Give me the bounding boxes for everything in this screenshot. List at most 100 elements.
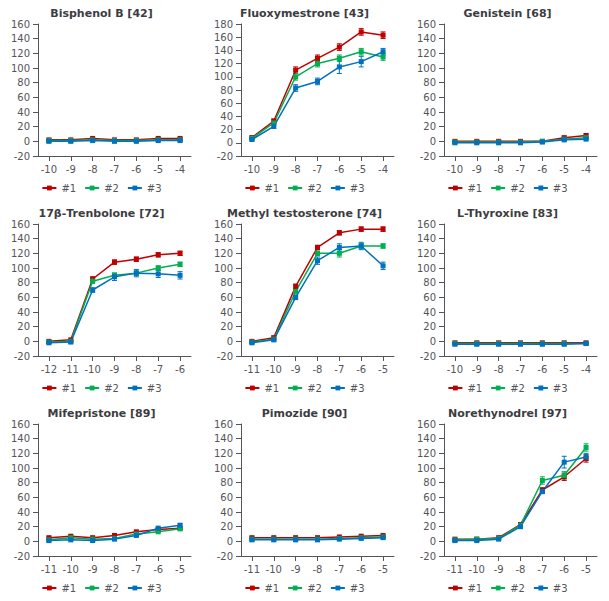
svg-text:-5: -5: [378, 364, 388, 375]
svg-text:-6: -6: [153, 564, 163, 575]
svg-text:60: 60: [423, 92, 436, 103]
svg-text:100: 100: [11, 463, 30, 474]
svg-text:#2: #2: [510, 583, 525, 594]
svg-text:-5: -5: [175, 564, 185, 575]
svg-text:120: 120: [417, 448, 436, 459]
svg-text:0: 0: [24, 336, 30, 347]
svg-text:-10: -10: [266, 364, 282, 375]
svg-text:120: 120: [417, 48, 436, 59]
svg-text:120: 120: [214, 448, 233, 459]
svg-text:20: 20: [423, 121, 436, 132]
svg-text:160: 160: [11, 419, 30, 430]
svg-text:Bisphenol B [42]: Bisphenol B [42]: [50, 7, 152, 20]
svg-text:-4: -4: [175, 164, 185, 175]
svg-text:-9: -9: [291, 364, 301, 375]
svg-text:60: 60: [17, 292, 30, 303]
svg-text:100: 100: [417, 63, 436, 74]
svg-text:160: 160: [417, 219, 436, 230]
svg-text:120: 120: [214, 248, 233, 259]
svg-text:-9: -9: [110, 364, 120, 375]
svg-text:160: 160: [214, 32, 233, 43]
svg-text:140: 140: [214, 233, 233, 244]
svg-text:#2: #2: [307, 183, 322, 194]
svg-text:-8: -8: [131, 364, 141, 375]
svg-text:-9: -9: [269, 164, 279, 175]
svg-text:100: 100: [417, 263, 436, 274]
svg-text:80: 80: [423, 77, 436, 88]
svg-text:140: 140: [417, 433, 436, 444]
svg-text:0: 0: [24, 136, 30, 147]
svg-text:0: 0: [430, 136, 436, 147]
svg-text:80: 80: [220, 477, 233, 488]
svg-text:Fluoxymestrone [43]: Fluoxymestrone [43]: [240, 7, 369, 20]
svg-text:0: 0: [227, 137, 233, 148]
svg-text:-7: -7: [537, 564, 547, 575]
svg-text:#3: #3: [147, 383, 162, 394]
svg-text:180: 180: [214, 19, 233, 30]
svg-text:-6: -6: [356, 364, 366, 375]
svg-text:120: 120: [417, 248, 436, 259]
svg-text:-8: -8: [313, 564, 323, 575]
svg-text:17β-Trenbolone [72]: 17β-Trenbolone [72]: [38, 207, 164, 220]
svg-text:-10: -10: [41, 164, 57, 175]
svg-text:-6: -6: [559, 564, 569, 575]
svg-text:100: 100: [11, 63, 30, 74]
svg-text:60: 60: [17, 92, 30, 103]
svg-text:120: 120: [11, 448, 30, 459]
svg-text:140: 140: [11, 233, 30, 244]
svg-text:100: 100: [214, 263, 233, 274]
svg-text:-6: -6: [175, 364, 185, 375]
svg-text:#1: #1: [264, 383, 279, 394]
svg-text:-9: -9: [88, 564, 98, 575]
svg-text:#3: #3: [553, 183, 568, 194]
svg-text:-10: -10: [63, 564, 79, 575]
svg-text:20: 20: [423, 521, 436, 532]
svg-text:160: 160: [214, 219, 233, 230]
svg-text:60: 60: [220, 492, 233, 503]
svg-text:0: 0: [430, 336, 436, 347]
svg-text:#1: #1: [264, 183, 279, 194]
svg-text:-8: -8: [110, 564, 120, 575]
svg-text:-9: -9: [472, 364, 482, 375]
svg-text:-7: -7: [334, 564, 344, 575]
svg-text:-6: -6: [356, 564, 366, 575]
svg-text:160: 160: [11, 19, 30, 30]
svg-text:140: 140: [417, 33, 436, 44]
svg-text:-10: -10: [447, 364, 463, 375]
svg-text:Methyl testosterone [74]: Methyl testosterone [74]: [227, 207, 382, 220]
svg-text:60: 60: [423, 292, 436, 303]
svg-text:#1: #1: [467, 383, 482, 394]
svg-text:40: 40: [17, 107, 30, 118]
svg-text:60: 60: [423, 492, 436, 503]
svg-text:#1: #1: [264, 583, 279, 594]
svg-text:-5: -5: [559, 164, 569, 175]
svg-text:-11: -11: [41, 564, 57, 575]
svg-text:Norethynodrel [97]: Norethynodrel [97]: [448, 407, 567, 420]
svg-text:#2: #2: [510, 183, 525, 194]
svg-text:-4: -4: [581, 164, 591, 175]
svg-text:100: 100: [214, 71, 233, 82]
svg-text:60: 60: [220, 98, 233, 109]
svg-text:-12: -12: [41, 364, 57, 375]
svg-text:#3: #3: [350, 383, 365, 394]
svg-text:-11: -11: [447, 564, 463, 575]
svg-text:20: 20: [423, 321, 436, 332]
svg-text:80: 80: [423, 277, 436, 288]
svg-text:100: 100: [417, 463, 436, 474]
svg-text:40: 40: [220, 111, 233, 122]
svg-text:#1: #1: [61, 183, 76, 194]
svg-text:Genistein [68]: Genistein [68]: [463, 7, 551, 20]
svg-text:-7: -7: [110, 164, 120, 175]
svg-text:-20: -20: [217, 551, 233, 562]
svg-text:#1: #1: [467, 183, 482, 194]
svg-text:#3: #3: [350, 583, 365, 594]
svg-text:#1: #1: [61, 383, 76, 394]
svg-text:140: 140: [11, 33, 30, 44]
svg-text:#3: #3: [147, 183, 162, 194]
svg-text:20: 20: [220, 521, 233, 532]
svg-text:160: 160: [11, 219, 30, 230]
svg-text:Mifepristone [89]: Mifepristone [89]: [48, 407, 156, 420]
svg-text:20: 20: [17, 321, 30, 332]
svg-text:-20: -20: [14, 151, 30, 162]
svg-text:-10: -10: [469, 564, 485, 575]
